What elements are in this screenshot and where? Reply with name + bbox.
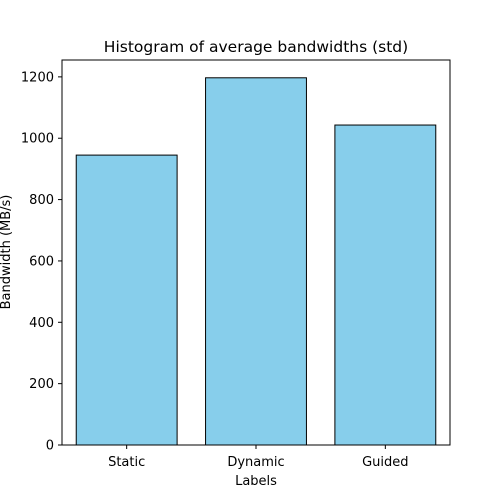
y-tick-label: 1200: [21, 70, 54, 85]
y-tick-label: 0: [46, 439, 54, 454]
x-tick-label: Guided: [362, 455, 408, 470]
bar-guided: [334, 124, 437, 446]
chart-title: Histogram of average bandwidths (std): [104, 38, 408, 56]
bar-dynamic: [205, 77, 307, 446]
bar-static: [75, 154, 178, 446]
x-tick-label: Dynamic: [227, 455, 284, 470]
y-tick-label: 200: [29, 377, 54, 392]
y-tick-label: 1000: [21, 132, 54, 147]
x-tick-label: Static: [108, 455, 145, 470]
y-tick-label: 400: [29, 316, 54, 331]
y-tick-label: 800: [29, 193, 54, 208]
x-axis-label: Labels: [235, 474, 277, 489]
y-tick-label: 600: [29, 254, 54, 269]
y-axis-label: Bandwidth (MB/s): [0, 195, 14, 310]
